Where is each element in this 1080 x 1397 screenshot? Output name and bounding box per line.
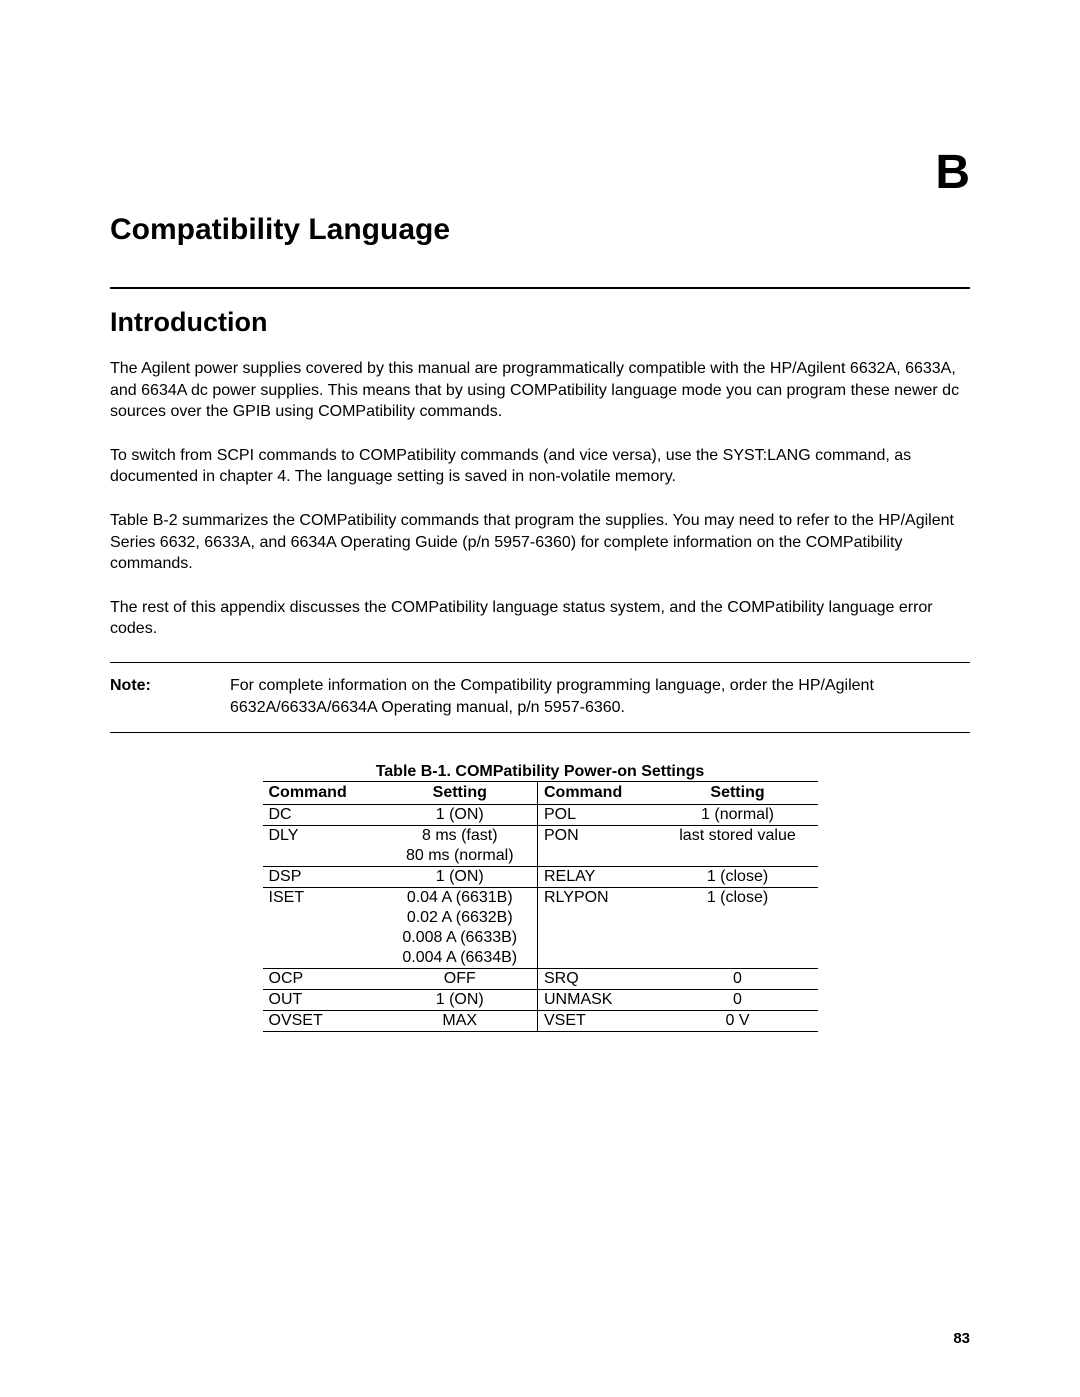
table-row: DC1 (ON)POL1 (normal) [263,804,818,825]
table-cell [538,928,658,948]
table-cell [263,928,383,948]
table-cell: 1 (ON) [383,989,538,1010]
table-cell [263,908,383,928]
table-header: Setting [383,781,538,804]
page-title: Compatibility Language [110,213,970,247]
table-cell: OCP [263,968,383,989]
body-paragraph: Table B-2 summarizes the COMPatibility c… [110,510,970,575]
table-row: DLY8 ms (fast)PONlast stored value [263,825,818,846]
note-label: Note: [110,675,230,720]
table-row: OUT1 (ON)UNMASK0 [263,989,818,1010]
table-cell: 0 V [658,1010,818,1031]
table-cell: SRQ [538,968,658,989]
table-cell: RELAY [538,866,658,887]
table-header: Setting [658,781,818,804]
compatibility-table: Command Setting Command Setting DC1 (ON)… [263,781,818,1032]
table-cell [658,908,818,928]
table-cell: POL [538,804,658,825]
table-row: 0.004 A (6634B) [263,948,818,969]
table-row: 0.008 A (6633B) [263,928,818,948]
section-heading: Introduction [110,307,970,338]
table-cell: 8 ms (fast) [383,825,538,846]
table-cell [263,948,383,969]
table-cell: last stored value [658,825,818,846]
body-paragraph: The rest of this appendix discusses the … [110,597,970,640]
table-cell: PON [538,825,658,846]
table-row: 0.02 A (6632B) [263,908,818,928]
page-number: 83 [953,1330,970,1347]
table-cell: 0.008 A (6633B) [383,928,538,948]
table-cell: 1 (close) [658,866,818,887]
table-header-row: Command Setting Command Setting [263,781,818,804]
table-row: OCPOFFSRQ0 [263,968,818,989]
table-cell: OUT [263,989,383,1010]
table-cell: MAX [383,1010,538,1031]
table-cell [538,846,658,867]
table-cell: 80 ms (normal) [383,846,538,867]
table-cell [538,948,658,969]
table-cell: 0 [658,989,818,1010]
table-row: 80 ms (normal) [263,846,818,867]
table-cell [658,948,818,969]
table-cell: 1 (normal) [658,804,818,825]
table-row: DSP1 (ON)RELAY1 (close) [263,866,818,887]
table-caption: Table B-1. COMPatibility Power-on Settin… [110,763,970,781]
table-cell [658,928,818,948]
note-text: For complete information on the Compatib… [230,675,970,720]
table-cell: OFF [383,968,538,989]
table-cell: ISET [263,887,383,908]
table-cell: 0.004 A (6634B) [383,948,538,969]
table-cell: DLY [263,825,383,846]
table-row: OVSETMAXVSET0 V [263,1010,818,1031]
table-cell: RLYPON [538,887,658,908]
table-row: ISET0.04 A (6631B)RLYPON1 (close) [263,887,818,908]
table-cell: 1 (ON) [383,866,538,887]
table-cell: DC [263,804,383,825]
table-cell [658,846,818,867]
table-header: Command [263,781,383,804]
table-cell: 1 (close) [658,887,818,908]
table-cell: VSET [538,1010,658,1031]
table-cell: 0.02 A (6632B) [383,908,538,928]
table-cell [263,846,383,867]
table-cell: 1 (ON) [383,804,538,825]
table-cell [538,908,658,928]
table-header: Command [538,781,658,804]
note-block: Note: For complete information on the Co… [110,662,970,733]
body-paragraph: To switch from SCPI commands to COMPatib… [110,445,970,488]
table-cell: UNMASK [538,989,658,1010]
appendix-label: B [935,145,970,200]
table-cell: DSP [263,866,383,887]
table-cell: 0.04 A (6631B) [383,887,538,908]
table-cell: OVSET [263,1010,383,1031]
table-cell: 0 [658,968,818,989]
body-paragraph: The Agilent power supplies covered by th… [110,358,970,423]
section-divider [110,287,970,289]
